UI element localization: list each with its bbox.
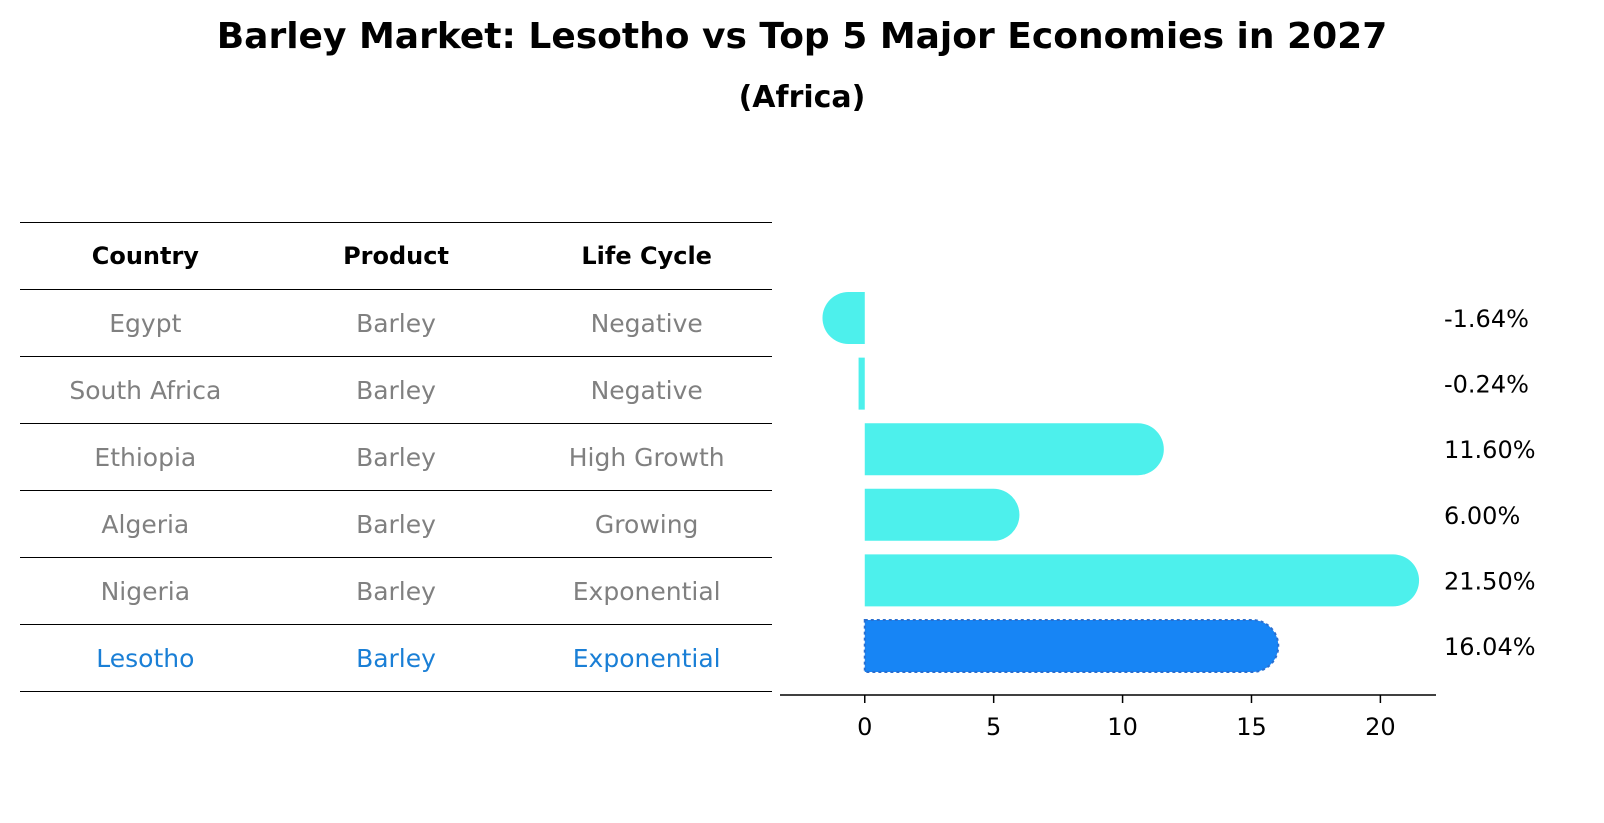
- value-label: 6.00%: [1444, 502, 1520, 530]
- bar: [858, 357, 865, 410]
- table-row: Ethiopia Barley High Growth: [20, 424, 772, 491]
- cell-country: Algeria: [101, 509, 190, 539]
- cell-product: Barley: [356, 308, 436, 338]
- table-header-row: Country Product Life Cycle: [20, 223, 772, 290]
- bar: [864, 554, 1420, 607]
- bar-highlight: [863, 619, 1280, 673]
- table-row: Algeria Barley Growing: [20, 491, 772, 558]
- bar: [822, 292, 865, 344]
- cell-life-cycle: Negative: [590, 308, 703, 338]
- cell-country: Ethiopia: [94, 442, 197, 472]
- table-row: Nigeria Barley Exponential: [20, 558, 772, 625]
- table-row-highlight: Lesotho Barley Exponential: [20, 625, 772, 692]
- cell-life-cycle: Exponential: [572, 643, 721, 673]
- x-tick-label: 10: [1107, 713, 1138, 741]
- header-life-cycle: Life Cycle: [581, 242, 712, 270]
- cell-product: Barley: [356, 375, 436, 405]
- cell-product: Barley: [356, 643, 436, 673]
- cell-product: Barley: [356, 576, 436, 606]
- table-row: Egypt Barley Negative: [20, 290, 772, 357]
- cell-country: Lesotho: [96, 643, 195, 673]
- value-label: -0.24%: [1444, 371, 1529, 399]
- cell-life-cycle: Negative: [590, 375, 703, 405]
- header-country: Country: [91, 242, 199, 270]
- chart-title: Barley Market: Lesotho vs Top 5 Major Ec…: [216, 16, 1388, 57]
- cell-country: South Africa: [69, 375, 222, 405]
- bar-chart: -1.64% -0.24% 11.60% 6.00% 21.50% 16.04% 0 5 10 1…: [780, 292, 1536, 741]
- x-tick-label: 20: [1365, 713, 1396, 741]
- value-label: 11.60%: [1444, 436, 1536, 464]
- value-label: -1.64%: [1444, 305, 1529, 333]
- cell-life-cycle: High Growth: [568, 442, 725, 472]
- bar: [864, 488, 1020, 541]
- x-tick-label: 0: [857, 713, 872, 741]
- bar: [864, 423, 1164, 476]
- x-tick-label: 5: [986, 713, 1001, 741]
- table-row: South Africa Barley Negative: [20, 357, 772, 424]
- value-label: 16.04%: [1444, 633, 1536, 661]
- cell-life-cycle: Growing: [594, 509, 699, 539]
- header-product: Product: [343, 242, 449, 270]
- cell-country: Nigeria: [100, 576, 191, 606]
- cell-product: Barley: [356, 442, 436, 472]
- cell-country: Egypt: [109, 308, 182, 338]
- cell-product: Barley: [356, 509, 436, 539]
- data-table: Country Product Life Cycle Egypt Barley …: [20, 222, 772, 692]
- x-tick-label: 15: [1236, 713, 1267, 741]
- value-label: 21.50%: [1444, 567, 1536, 595]
- chart-subtitle: (Africa): [738, 80, 866, 115]
- cell-life-cycle: Exponential: [572, 576, 721, 606]
